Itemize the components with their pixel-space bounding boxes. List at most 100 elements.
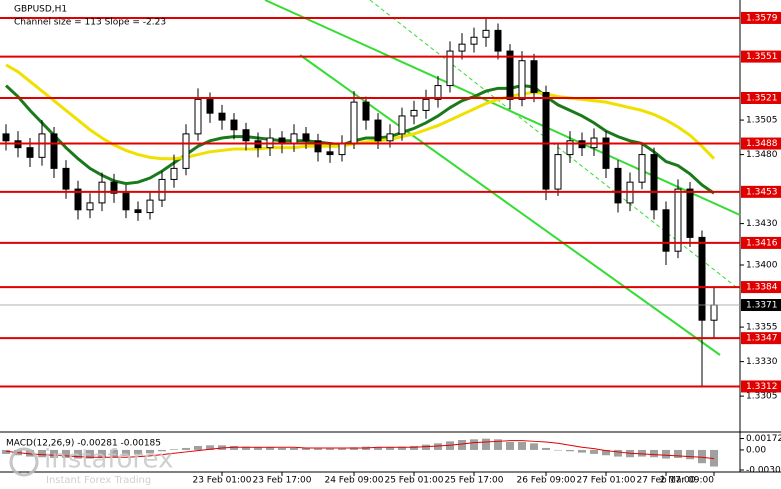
symbol-title: GBPUSD,H1 [14,5,67,15]
candle-body [50,133,58,169]
macd-bar [62,449,70,458]
level-label: 1.3521 [746,93,778,103]
macd-bar [302,447,310,450]
candle-body [386,133,394,142]
macd-bar [206,445,214,450]
y-tick-label: 0.00 [746,445,766,455]
candle-body [446,50,454,87]
macd-bar [662,449,670,459]
level-tag [741,332,781,345]
macd-bar [554,449,562,451]
macd-bar [134,449,142,455]
level-tag [741,380,781,393]
candle-body [338,143,346,156]
level-label: 1.3312 [746,382,778,392]
candle-body [434,85,442,100]
channel-info: Channel size = 113 Slope = -2.23 [14,18,166,28]
candle-body [482,29,490,38]
macd-bar [518,441,526,450]
candle-body [158,178,166,201]
candle-body [110,181,118,194]
x-tick-label: 23 Feb 01:00 [192,476,251,486]
macd-bar [38,449,46,458]
candle-body [122,192,130,211]
candle-body [650,154,658,211]
macd-bar [686,449,694,460]
macd-bar [194,445,202,450]
macd-bar [566,449,574,452]
candle-body [374,119,382,142]
level-tag [741,137,781,150]
macd-bar [482,438,490,450]
candle-body [62,167,70,190]
macd-bar [638,449,646,457]
macd-bar [242,446,250,450]
candle-body [398,115,406,135]
candle-body [686,188,694,238]
macd-bar [458,439,466,450]
x-tick-label: 2 Mar 09:00 [660,476,715,486]
macd-bar [182,447,190,450]
macd-bar [422,444,430,450]
channel-mid [369,0,741,291]
macd-bar [374,447,382,450]
candle-body [638,154,646,183]
y-tick-label: 1.3330 [746,357,778,367]
y-tick-label: 1.3305 [746,392,778,402]
macd-bar [542,447,550,450]
candle-body [362,101,370,121]
plot: 1.3505 1.3480 1.3430 1.3400 1.3355 1.3330 1.33… [0,11,781,486]
moving-average [4,84,715,195]
level-tag [741,91,781,104]
macd-bar [386,447,394,450]
watermark-text: instaforex [44,445,173,475]
level-label: 1.3551 [746,52,778,62]
macd-bar [98,449,106,458]
candle-body [146,199,154,214]
candle-body [230,119,238,131]
macd-bar [158,449,166,452]
candle-body [542,91,550,190]
macd-bar [170,449,178,450]
candle-body [242,129,250,142]
candle-body [182,133,190,169]
macd-title: MACD(12,26,9) -0.00281 -0.00185 [6,439,161,449]
x-tick-label: 27 Feb 01:00 [576,476,635,486]
y-tick-label: 1.3505 [746,116,778,126]
candle-body [470,36,478,45]
candle-body [410,109,418,117]
candle-body [314,140,322,153]
candle-body [206,98,214,114]
y-tick-label: 1.3400 [746,260,778,270]
macd-bar [74,449,82,459]
level-label: 1.3416 [746,238,778,248]
candle-body [302,133,310,142]
macd-bar [338,448,346,450]
candle-body [614,167,622,204]
candle-body [506,50,514,100]
candle-body [422,98,430,111]
macd-bar [578,449,586,453]
level-label: 1.3579 [746,13,778,23]
x-tick-label: 24 Feb 09:00 [324,476,383,486]
macd-bar [530,443,538,450]
channel-line [264,0,741,216]
candle-body [218,112,226,121]
macd-bar [398,446,406,450]
candle-body [662,209,670,252]
candle-body [86,202,94,211]
candle-body [350,101,358,145]
macd-bar [698,449,706,464]
y-tick-label: -0.00302 [746,466,781,476]
level-tag [741,236,781,249]
candle-body [194,98,202,135]
macd-bar [494,439,502,450]
candle-body [566,140,574,156]
macd-bar [674,449,682,458]
candle-body [2,133,10,142]
candle-body [458,43,466,52]
macd-bar [2,449,10,454]
candle-body [602,137,610,169]
macd-bar [254,447,262,450]
level-tag [741,281,781,294]
